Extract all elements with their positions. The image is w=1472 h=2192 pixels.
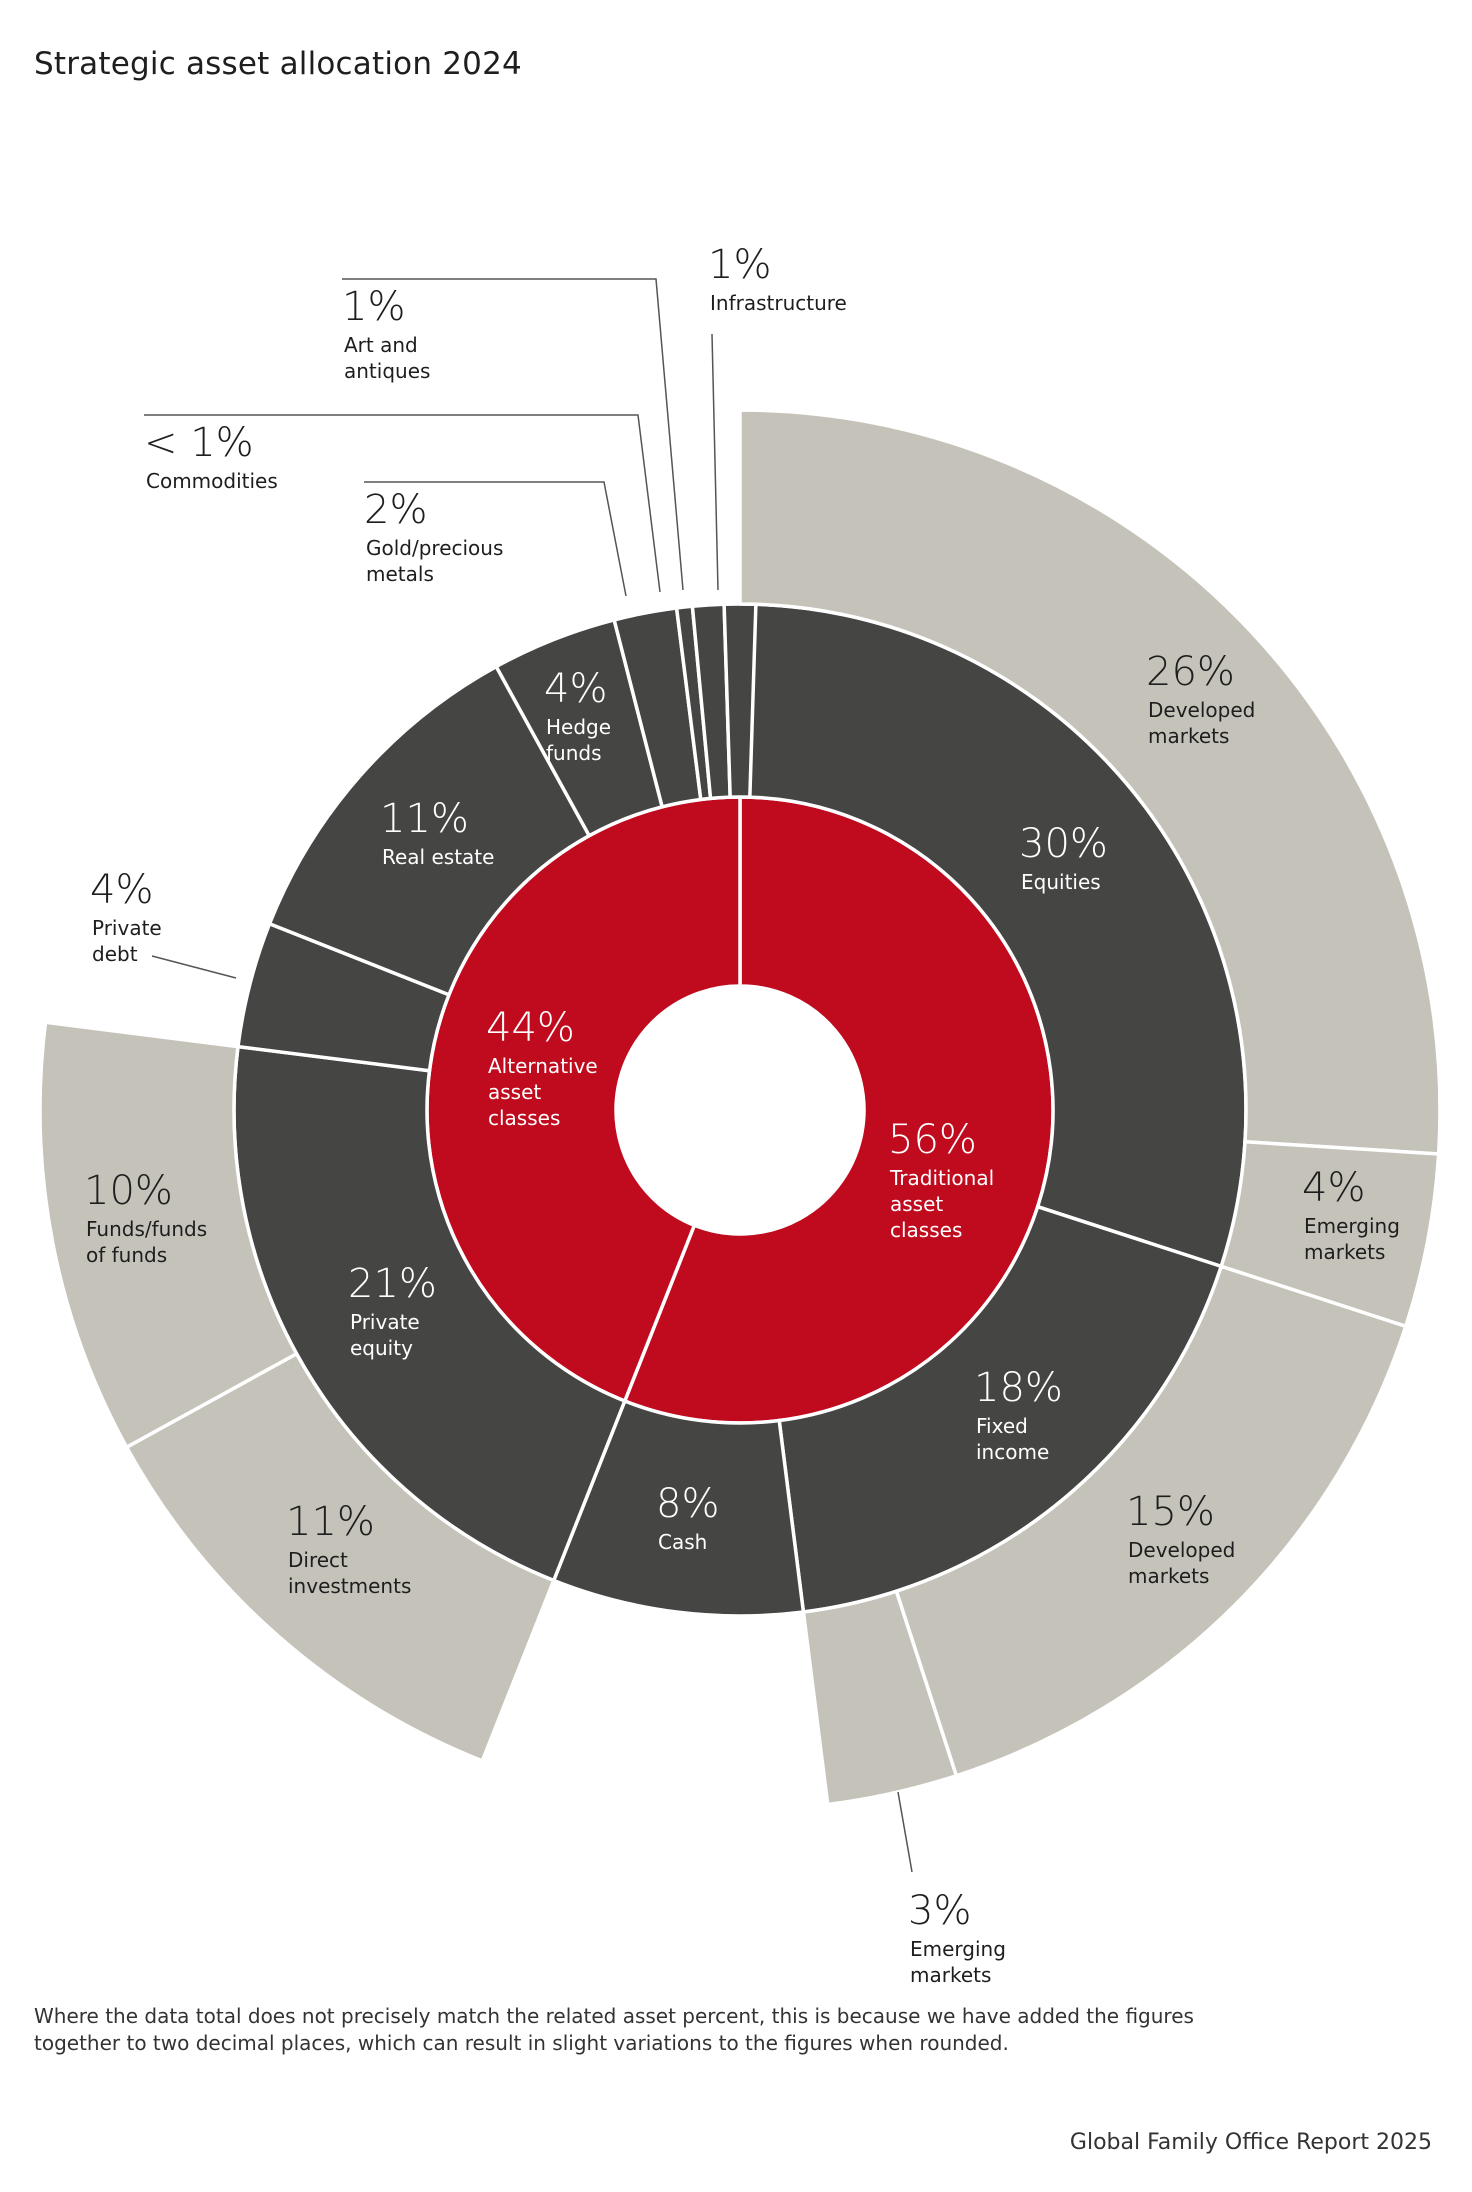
label-alternative-asset-classes-text: Alternative	[488, 1054, 598, 1078]
segment-outer-fixed-income-emerging-markets	[801, 1589, 959, 1807]
chart-title: Strategic asset allocation 2024	[34, 46, 522, 82]
label-infrastructure: 1% Infrastructure	[708, 242, 847, 315]
label-alternative-asset-classes-value: 44%	[486, 1005, 575, 1051]
label-equities-value: 30%	[1019, 821, 1108, 867]
label-cash-text: Cash	[658, 1530, 707, 1554]
label-fixed-income-text: Fixed	[976, 1414, 1028, 1438]
leader-gold-precious-metals	[364, 481, 627, 597]
label-private-equity-funds-text: Funds/funds	[86, 1217, 207, 1241]
label-private-equity-funds-value: 10%	[84, 1168, 173, 1214]
label-fixed-income-developed-markets-value: 15%	[1126, 1489, 1215, 1535]
leader-private-debt	[151, 955, 237, 979]
label-real-estate-text: Real estate	[382, 845, 494, 869]
label-equities: 30% Equities	[1019, 821, 1108, 894]
label-equities-developed-markets-value: 26%	[1146, 649, 1235, 695]
label-private-equity-value: 21%	[348, 1261, 437, 1307]
segment-outer-private-equity-funds-funds-of-funds	[38, 1020, 299, 1449]
label-traditional-asset-classes-value: 56%	[888, 1117, 977, 1163]
label-real-estate: 11% Real estate	[380, 796, 494, 869]
label-private-equity-text: Private	[350, 1310, 420, 1334]
label-equities-developed-markets-text: markets	[1148, 724, 1229, 748]
label-gold-precious-metals-text: metals	[366, 562, 434, 586]
label-fixed-income-emerging-markets-text: markets	[910, 1963, 991, 1987]
source-credit: Global Family Office Report 2025	[1069, 2130, 1432, 2155]
label-fixed-income-text: income	[976, 1440, 1049, 1464]
segment-middle-infrastructure	[722, 602, 758, 799]
label-infrastructure-text: Infrastructure	[710, 291, 847, 315]
label-alternative-asset-classes-text: classes	[488, 1106, 560, 1130]
label-traditional-asset-classes-text: classes	[890, 1218, 962, 1242]
label-commodities-value: < 1%	[144, 420, 254, 466]
label-hedge-funds-text: Hedge	[546, 715, 611, 739]
label-equities-emerging-markets-text: markets	[1304, 1240, 1385, 1264]
label-cash: 8% Cash	[656, 1481, 719, 1554]
label-private-equity-text: equity	[350, 1336, 413, 1360]
label-equities-developed-markets-text: Developed	[1148, 698, 1255, 722]
label-fixed-income-emerging-markets-text: Emerging	[910, 1937, 1006, 1961]
label-gold-precious-metals-value: 2%	[364, 487, 427, 533]
label-real-estate-value: 11%	[380, 796, 469, 842]
label-private-equity-direct-investments-text: investments	[288, 1574, 411, 1598]
label-private-debt-text: Private	[92, 916, 162, 940]
leader-art-and-antiques	[342, 278, 684, 591]
label-fixed-income-developed-markets-text: markets	[1128, 1564, 1209, 1588]
label-alternative-asset-classes-text: asset	[488, 1080, 541, 1104]
label-equities-emerging-markets-text: Emerging	[1304, 1214, 1400, 1238]
label-fixed-income-emerging-markets-value: 3%	[908, 1888, 971, 1934]
segments-layer	[38, 408, 1442, 1807]
footnote: Where the data total does not precisely …	[34, 2004, 1194, 2055]
label-fixed-income-value: 18%	[974, 1365, 1063, 1411]
label-art-and-antiques-text: antiques	[344, 359, 430, 383]
label-cash-value: 8%	[656, 1481, 719, 1527]
segment-outer-equities-developed-markets	[738, 408, 1442, 1156]
label-hedge-funds-value: 4%	[544, 666, 607, 712]
label-private-debt-text: debt	[92, 942, 138, 966]
label-private-equity-funds-text: of funds	[86, 1243, 167, 1267]
label-fixed-income-developed-markets-text: Developed	[1128, 1538, 1235, 1562]
label-traditional-asset-classes-text: Traditional	[889, 1166, 994, 1190]
label-traditional-asset-classes-text: asset	[890, 1192, 943, 1216]
label-art-and-antiques-value: 1%	[342, 284, 405, 330]
leader-lines-layer	[144, 278, 913, 1873]
label-private-equity-direct-investments-value: 11%	[286, 1499, 375, 1545]
label-infrastructure-value: 1%	[708, 242, 771, 288]
leader-fixed-income-emerging-markets	[897, 1791, 913, 1873]
label-gold-precious-metals-text: Gold/precious	[366, 536, 503, 560]
label-commodities-text: Commodities	[146, 469, 278, 493]
label-private-equity-direct-investments-text: Direct	[288, 1548, 348, 1572]
label-hedge-funds-text: funds	[546, 741, 602, 765]
label-commodities: < 1% Commodities	[144, 420, 278, 493]
leader-commodities	[144, 414, 661, 593]
label-equities-emerging-markets-value: 4%	[1302, 1165, 1365, 1211]
label-private-debt-value: 4%	[90, 867, 153, 913]
label-art-and-antiques-text: Art and	[344, 333, 418, 357]
leader-infrastructure	[711, 333, 719, 591]
label-equities-text: Equities	[1021, 870, 1101, 894]
